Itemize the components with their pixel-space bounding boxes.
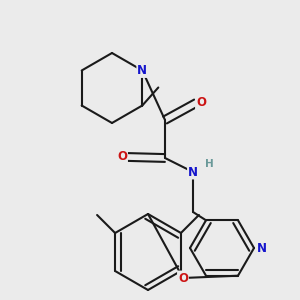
Text: O: O bbox=[196, 97, 206, 110]
Text: H: H bbox=[205, 159, 213, 169]
Text: O: O bbox=[178, 272, 188, 284]
Text: N: N bbox=[257, 242, 267, 254]
Text: N: N bbox=[188, 166, 198, 178]
Text: N: N bbox=[137, 64, 147, 77]
Text: O: O bbox=[117, 151, 127, 164]
